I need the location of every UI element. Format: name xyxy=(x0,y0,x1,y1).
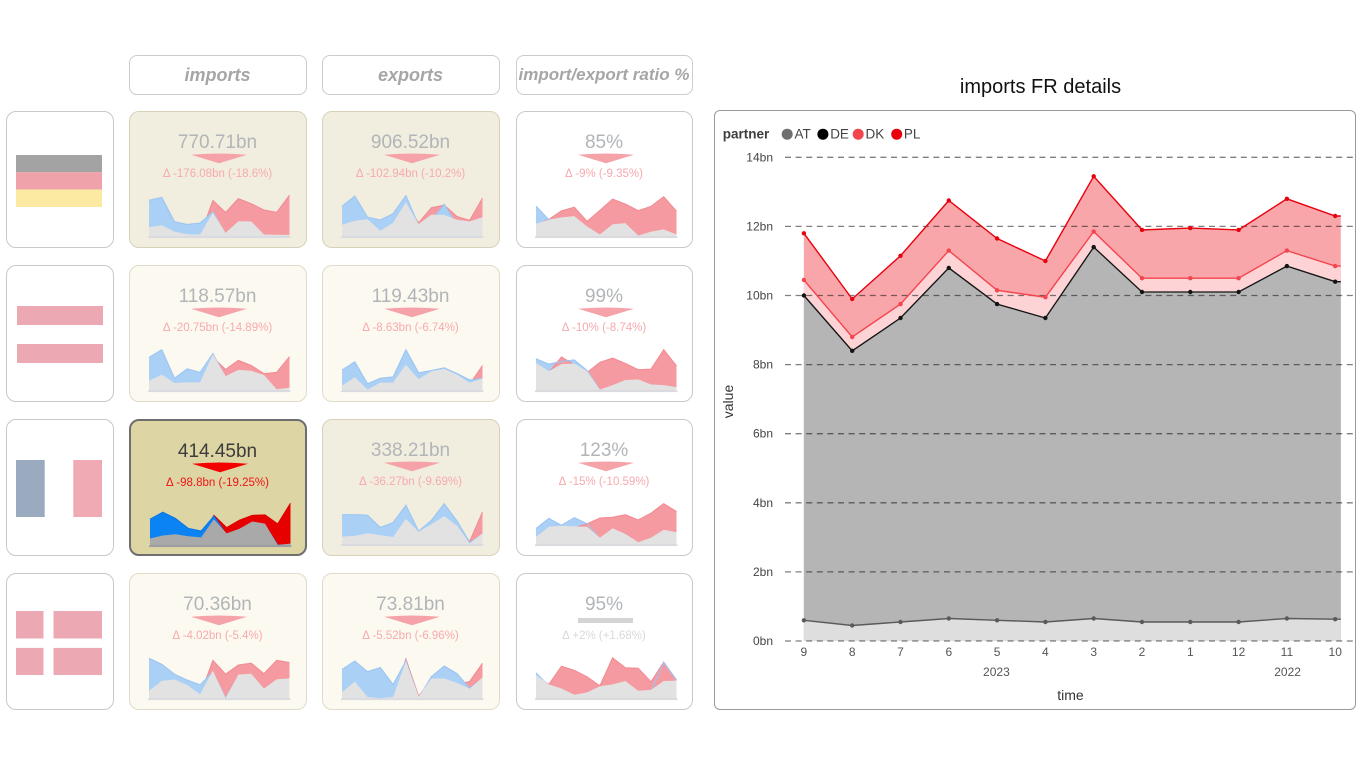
svg-text:time: time xyxy=(1057,687,1084,703)
svg-text:8bn: 8bn xyxy=(753,358,773,372)
svg-text:5: 5 xyxy=(994,645,1001,659)
svg-text:8: 8 xyxy=(849,645,856,659)
svg-text:14bn: 14bn xyxy=(746,150,773,164)
svg-text:12: 12 xyxy=(1232,645,1246,659)
svg-text:2023: 2023 xyxy=(983,665,1010,679)
svg-text:1: 1 xyxy=(1187,645,1194,659)
svg-text:4bn: 4bn xyxy=(753,496,773,510)
svg-text:partner: partner xyxy=(723,127,770,142)
svg-text:7: 7 xyxy=(897,645,904,659)
svg-text:6: 6 xyxy=(945,645,952,659)
svg-text:2022: 2022 xyxy=(1274,665,1301,679)
svg-text:12bn: 12bn xyxy=(746,219,773,233)
svg-text:10: 10 xyxy=(1329,645,1343,659)
svg-text:3: 3 xyxy=(1090,645,1097,659)
svg-text:6bn: 6bn xyxy=(753,427,773,441)
svg-text:PL: PL xyxy=(904,127,921,142)
svg-text:value: value xyxy=(720,385,736,419)
svg-text:0bn: 0bn xyxy=(753,634,773,648)
svg-text:2: 2 xyxy=(1139,645,1146,659)
svg-text:10bn: 10bn xyxy=(746,289,773,303)
svg-text:9: 9 xyxy=(801,645,808,659)
svg-text:4: 4 xyxy=(1042,645,1049,659)
svg-text:2bn: 2bn xyxy=(753,565,773,579)
svg-text:DE: DE xyxy=(830,127,849,142)
svg-text:AT: AT xyxy=(795,127,811,142)
svg-text:DK: DK xyxy=(866,127,885,142)
svg-text:11: 11 xyxy=(1281,645,1294,659)
